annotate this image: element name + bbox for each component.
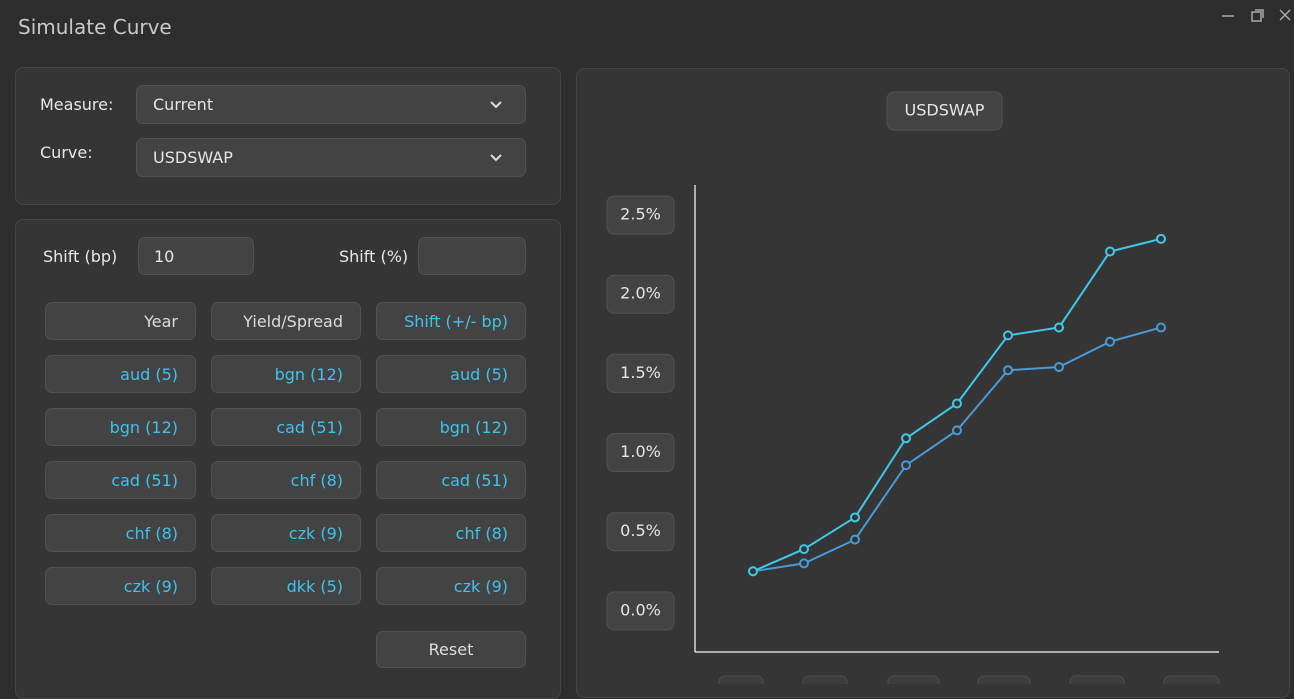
curve-dropdown[interactable]: USDSWAP <box>136 138 526 177</box>
y-tick-label: 2.5% <box>620 205 661 224</box>
data-point <box>1156 233 1166 244</box>
data-point <box>901 433 911 444</box>
table-cell[interactable]: chf (8) <box>45 514 196 552</box>
table-cell[interactable]: cad (51) <box>45 461 196 499</box>
chart-title-box <box>886 91 1003 131</box>
chart: USDSWAP 0.0% 0.5% 1.0% 1.5% 2.0% 2.5% <box>606 91 1220 684</box>
measure-dropdown[interactable]: Current <box>136 85 526 124</box>
y-tick-label: 1.0% <box>620 442 661 461</box>
data-point <box>1105 246 1115 257</box>
measure-value: Current <box>153 95 214 114</box>
table-cell[interactable]: aud (5) <box>376 355 526 393</box>
curve-label: Curve: <box>40 143 93 162</box>
y-tick-label: 1.5% <box>620 363 661 382</box>
table-cell[interactable]: czk (9) <box>376 567 526 605</box>
table-cell[interactable]: dkk (5) <box>211 567 361 605</box>
x-tick-boxes <box>718 675 1220 684</box>
table-header[interactable]: Shift (+/- bp) <box>376 302 526 340</box>
data-point <box>850 512 860 523</box>
data-point <box>1156 322 1166 333</box>
data-point <box>1054 322 1064 333</box>
shift-bp-label: Shift (bp) <box>43 247 118 266</box>
table-cell[interactable]: bgn (12) <box>211 355 361 393</box>
app-window: Simulate Curve Measure: Current Curve: U… <box>15 9 1291 699</box>
y-tick-box <box>606 512 675 552</box>
table-cell[interactable]: aud (5) <box>45 355 196 393</box>
table-header[interactable]: Yield/Spread <box>211 302 361 340</box>
y-tick-box <box>606 195 675 235</box>
table-cell[interactable]: cad (51) <box>376 461 526 499</box>
curve-value: USDSWAP <box>153 148 233 167</box>
shift-pct-label: Shift (%) <box>339 247 409 266</box>
data-point <box>1003 365 1013 376</box>
window-title: Simulate Curve <box>18 15 172 39</box>
table-cell[interactable]: czk (9) <box>211 514 361 552</box>
table-cell[interactable]: cad (51) <box>211 408 361 446</box>
reset-button[interactable]: Reset <box>376 631 526 668</box>
chart-title: USDSWAP <box>905 101 985 120</box>
restore-button[interactable] <box>1251 9 1264 22</box>
data-point <box>850 534 860 545</box>
dropdown-arrow <box>490 154 502 162</box>
table-cell[interactable]: czk (9) <box>45 567 196 605</box>
table-cell[interactable]: bgn (12) <box>45 408 196 446</box>
data-point <box>952 425 962 436</box>
y-tick-label: 2.0% <box>620 284 661 303</box>
data-point <box>748 566 758 577</box>
y-tick-box <box>606 274 675 314</box>
data-point <box>1054 362 1064 373</box>
shift-bp-input[interactable]: 10 <box>138 237 254 275</box>
shift-bp-value: 10 <box>154 246 175 266</box>
measure-label: Measure: <box>40 95 114 114</box>
close-button[interactable] <box>1279 9 1291 21</box>
table-cell[interactable]: bgn (12) <box>376 408 526 446</box>
shift-panel <box>15 219 561 699</box>
table-cell[interactable]: chf (8) <box>376 514 526 552</box>
y-tick-label: 0.0% <box>620 600 661 619</box>
series-line <box>752 326 1162 573</box>
data-point <box>901 460 911 471</box>
data-point <box>1105 336 1115 347</box>
y-tick-box <box>606 591 675 631</box>
data-point <box>799 544 809 555</box>
y-tick-box <box>606 353 675 393</box>
y-tick-box <box>606 433 675 473</box>
table-cell[interactable]: chf (8) <box>211 461 361 499</box>
data-point <box>1003 330 1013 341</box>
data-point <box>952 398 962 409</box>
data-point <box>799 558 809 569</box>
window-controls <box>1222 9 1291 22</box>
table-header[interactable]: Year <box>45 302 196 340</box>
reset-label: Reset <box>428 640 474 659</box>
shift-pct-input[interactable] <box>418 237 526 275</box>
y-tick-label: 0.5% <box>620 521 661 540</box>
dropdown-arrow <box>490 101 502 109</box>
